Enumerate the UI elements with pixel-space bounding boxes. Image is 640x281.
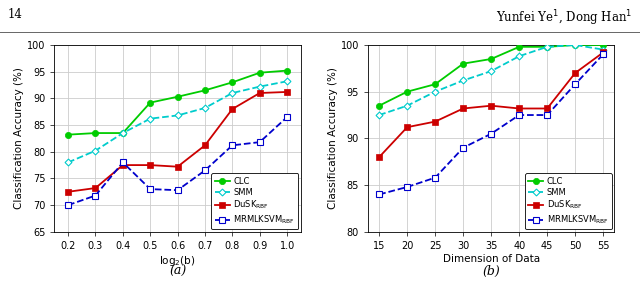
DuSK$_{\sf RBF}$ [147,163,154,167]
CLC [119,131,127,135]
MRMLKSVM$_{\sf RBF}$ [201,169,209,172]
CLC [92,131,99,135]
CLC [572,43,579,47]
DuSK$_{\sf RBF}$ [403,126,411,129]
DuSK$_{\sf RBF}$ [92,186,99,190]
SMM [174,114,182,117]
MRMLKSVM$_{\sf RBF}$ [488,132,495,135]
Text: (b): (b) [483,265,500,278]
Y-axis label: Classification Accuracy (%): Classification Accuracy (%) [328,67,338,209]
Text: Yunfei Ye$^1$, Dong Han$^1$: Yunfei Ye$^1$, Dong Han$^1$ [496,8,632,28]
DuSK$_{\sf RBF}$ [488,104,495,107]
MRMLKSVM$_{\sf RBF}$ [572,83,579,86]
CLC [515,45,523,49]
MRMLKSVM$_{\sf RBF}$ [375,193,383,196]
MRMLKSVM$_{\sf RBF}$ [119,161,127,164]
Line: SMM: SMM [66,79,289,165]
DuSK$_{\sf RBF}$ [119,163,127,167]
SMM [64,161,72,164]
SMM [488,69,495,73]
CLC [460,62,467,65]
CLC [147,101,154,104]
CLC [488,57,495,61]
DuSK$_{\sf RBF}$ [256,91,264,95]
SMM [543,45,551,49]
SMM [572,43,579,47]
X-axis label: Dimension of Data: Dimension of Data [443,254,540,264]
DuSK$_{\sf RBF}$ [284,90,291,94]
SMM [147,117,154,120]
CLC [201,89,209,92]
Legend: CLC, SMM, DuSK$_{\sf RBF}$, MRMLKSVM$_{\sf RBF}$: CLC, SMM, DuSK$_{\sf RBF}$, MRMLKSVM$_{\… [211,173,298,229]
SMM [600,48,607,51]
MRMLKSVM$_{\sf RBF}$ [600,53,607,56]
Text: 14: 14 [8,8,22,21]
DuSK$_{\sf RBF}$ [572,71,579,75]
Line: MRMLKSVM$_{\sf RBF}$: MRMLKSVM$_{\sf RBF}$ [65,114,290,208]
MRMLKSVM$_{\sf RBF}$ [147,187,154,191]
SMM [375,113,383,117]
SMM [431,90,439,93]
CLC [431,83,439,86]
CLC [543,45,551,49]
DuSK$_{\sf RBF}$ [460,107,467,110]
DuSK$_{\sf RBF}$ [515,107,523,110]
MRMLKSVM$_{\sf RBF}$ [543,113,551,117]
DuSK$_{\sf RBF}$ [543,107,551,110]
DuSK$_{\sf RBF}$ [431,120,439,123]
DuSK$_{\sf RBF}$ [228,107,236,111]
Legend: CLC, SMM, DuSK$_{\sf RBF}$, MRMLKSVM$_{\sf RBF}$: CLC, SMM, DuSK$_{\sf RBF}$, MRMLKSVM$_{\… [525,173,612,229]
MRMLKSVM$_{\sf RBF}$ [403,185,411,189]
SMM [284,80,291,83]
CLC [174,95,182,98]
MRMLKSVM$_{\sf RBF}$ [256,140,264,144]
Line: DuSK$_{\sf RBF}$: DuSK$_{\sf RBF}$ [376,50,606,160]
CLC [64,133,72,136]
Y-axis label: Classification Accuracy (%): Classification Accuracy (%) [14,67,24,209]
CLC [375,104,383,107]
SMM [119,131,127,135]
DuSK$_{\sf RBF}$ [174,165,182,168]
Line: CLC: CLC [65,67,290,138]
MRMLKSVM$_{\sf RBF}$ [64,203,72,207]
SMM [201,106,209,110]
SMM [92,149,99,152]
SMM [403,104,411,107]
Line: SMM: SMM [377,42,605,117]
SMM [460,79,467,82]
MRMLKSVM$_{\sf RBF}$ [92,194,99,197]
MRMLKSVM$_{\sf RBF}$ [431,176,439,179]
MRMLKSVM$_{\sf RBF}$ [228,144,236,147]
CLC [228,81,236,84]
DuSK$_{\sf RBF}$ [600,51,607,54]
X-axis label: log$_2$(b): log$_2$(b) [159,254,196,268]
Line: DuSK$_{\sf RBF}$: DuSK$_{\sf RBF}$ [65,89,290,194]
CLC [600,43,607,47]
MRMLKSVM$_{\sf RBF}$ [174,189,182,192]
MRMLKSVM$_{\sf RBF}$ [515,113,523,117]
Text: (a): (a) [169,265,186,278]
CLC [284,69,291,72]
Line: CLC: CLC [376,42,606,109]
DuSK$_{\sf RBF}$ [375,155,383,159]
Line: MRMLKSVM$_{\sf RBF}$: MRMLKSVM$_{\sf RBF}$ [376,51,606,197]
MRMLKSVM$_{\sf RBF}$ [460,146,467,149]
SMM [228,91,236,95]
DuSK$_{\sf RBF}$ [64,190,72,193]
DuSK$_{\sf RBF}$ [201,144,209,147]
CLC [403,90,411,93]
SMM [515,55,523,58]
CLC [256,71,264,74]
MRMLKSVM$_{\sf RBF}$ [284,115,291,119]
SMM [256,85,264,88]
